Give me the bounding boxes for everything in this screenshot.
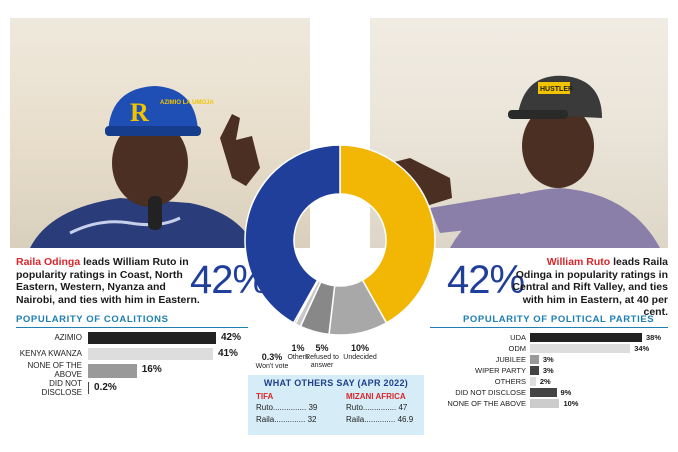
tifa-label: TIFA [256, 392, 274, 401]
ruto-name: William Ruto [546, 256, 611, 268]
row-label: Ruto [256, 403, 273, 412]
party-bar [530, 344, 631, 353]
coalition-bar [88, 332, 216, 344]
raila-caption: Raila Odinga leads William Ruto in popul… [16, 256, 206, 306]
cap-text: AZIMIO LA UMOJA [160, 100, 214, 106]
row-label: Ruto [346, 403, 363, 412]
mizani-ruto-row: Ruto............... 47 [346, 403, 407, 412]
coalition-bar [88, 382, 89, 394]
coalition-value: 42% [221, 332, 242, 343]
tifa-raila-row: Raila.............. 32 [256, 415, 317, 424]
coalition-value: 16% [141, 364, 162, 375]
coalition-value: 41% [217, 348, 238, 359]
row-dots: .............. [274, 415, 306, 424]
coalition-value: 0.2% [94, 382, 117, 393]
party-bar [530, 355, 539, 364]
mizani-raila-row: Raila.............. 46.9 [346, 415, 413, 424]
party-bar [530, 377, 536, 386]
row-value: 46.9 [397, 415, 414, 424]
row-value: 32 [307, 415, 317, 424]
row-value: 47 [398, 403, 408, 412]
coalition-label: NONE OF THE ABOVE [27, 361, 82, 379]
party-value: 34% [634, 344, 650, 353]
row-label: Raila [346, 415, 365, 424]
coalition-label: AZIMIO [54, 333, 82, 342]
ruto-caption: William Ruto leads Raila Odinga in popul… [508, 256, 668, 319]
party-value: 38% [646, 333, 662, 342]
party-label: ODM [508, 344, 527, 353]
cap-text-right: HUSTLER [540, 86, 573, 93]
donut-slice-percent: 1% [291, 343, 305, 353]
party-label: WIPER PARTY [475, 366, 526, 375]
coalitions-rule [16, 327, 248, 328]
party-bar [530, 333, 642, 342]
party-value: 9% [560, 388, 572, 397]
coalition-bar [88, 348, 213, 360]
mizani-label: MIZANI AFRICA [346, 392, 406, 401]
donut-slice-label: Won't vote [255, 363, 289, 370]
party-label: NONE OF THE ABOVE [447, 399, 526, 408]
raila-name: Raila Odinga [16, 256, 81, 268]
party-label: DID NOT DISCLOSE [455, 388, 526, 397]
party-value: 10% [563, 399, 579, 408]
raila-illustration: R AZIMIO LA UMOJA [30, 86, 260, 248]
donut-slice-percent: 10% [350, 343, 369, 353]
donut-slice-percent: 0.3% [261, 352, 283, 362]
what-others-say-box: WHAT OTHERS SAY (APR 2022) TIFA Ruto....… [248, 375, 424, 435]
row-dots: .............. [364, 415, 396, 424]
party-bar [530, 366, 539, 375]
what-others-say-title: WHAT OTHERS SAY (APR 2022) [263, 378, 409, 388]
coalition-bar [88, 364, 137, 378]
party-label: UDA [510, 333, 526, 342]
row-dots: ............... [362, 403, 397, 412]
party-label: JUBILEE [495, 355, 526, 364]
donut-slice [244, 144, 341, 324]
ruto-caption-text: leads Raila Odinga in popularity ratings… [512, 256, 668, 318]
party-bar [530, 388, 557, 397]
row-value: 39 [308, 403, 318, 412]
party-label: OTHERS [494, 377, 526, 386]
parties-title: POPULARITY OF POLITICAL PARTIES [463, 314, 655, 325]
raila-caption-text: leads William Ruto in popularity ratings… [16, 256, 200, 306]
coalitions-title: POPULARITY OF COALITIONS [16, 314, 169, 325]
party-bar [530, 399, 560, 408]
ruto-big-percent: 42% [447, 258, 525, 302]
parties-rule [430, 327, 668, 328]
donut-slice-percent: 5% [315, 343, 329, 353]
coalition-label: DID NOT DISCLOSE [41, 379, 82, 397]
row-dots: ............... [272, 403, 307, 412]
raila-big-percent: 42% [190, 258, 268, 302]
donut-slice-label: Others [287, 354, 309, 361]
party-value: 3% [542, 366, 554, 375]
party-value: 2% [539, 377, 551, 386]
party-value: 3% [542, 355, 554, 364]
raila-photo: R AZIMIO LA UMOJA [10, 18, 310, 248]
tifa-ruto-row: Ruto............... 39 [256, 403, 317, 412]
cap-logo: R [130, 98, 149, 127]
donut-slice-label: Undecided [343, 354, 377, 361]
coalition-label: KENYA KWANZA [19, 349, 82, 358]
row-label: Raila [256, 415, 275, 424]
donut-slice [339, 144, 436, 324]
donut-slice-label: Refused to answer [305, 354, 339, 369]
donut-chart [244, 144, 436, 336]
